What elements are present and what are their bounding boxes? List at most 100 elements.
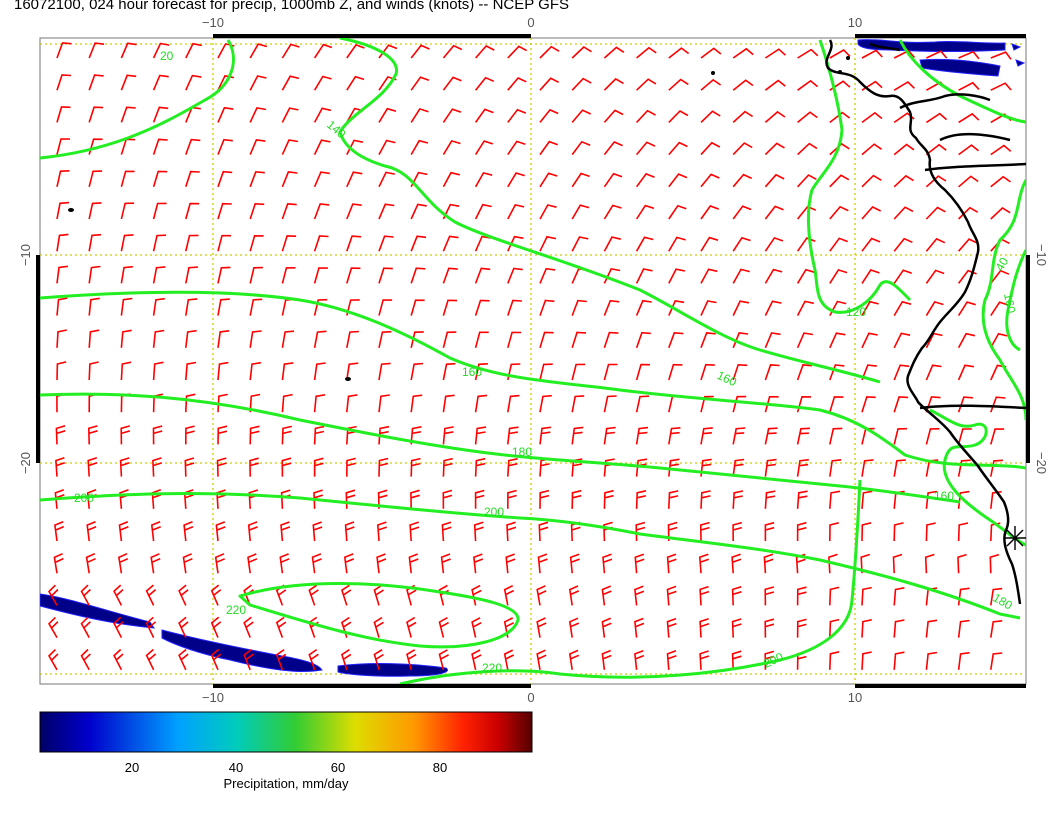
contour-label: 120 (846, 305, 866, 319)
wind-barb (313, 425, 325, 445)
wind-barb (924, 553, 935, 574)
wind-barb (475, 45, 495, 59)
wind-barb (378, 299, 393, 316)
wind-barb (731, 586, 742, 606)
wind-barb (474, 267, 491, 284)
wind-barb (603, 109, 624, 123)
wind-barb (539, 235, 557, 252)
wind-barb (88, 297, 100, 316)
wind-barb (346, 75, 365, 91)
wind-barb (990, 301, 1009, 317)
wind-barb (178, 584, 189, 606)
wind-barb (893, 587, 905, 606)
wind-barb (275, 616, 287, 638)
wind-barb (56, 170, 70, 187)
wind-barb (119, 489, 130, 509)
wind-barb (668, 236, 686, 252)
wind-barb (958, 50, 980, 60)
wind-barb (732, 205, 752, 220)
wind-barb (410, 267, 426, 284)
right-tick-label: −10 (1034, 244, 1049, 266)
wind-barb (87, 425, 98, 445)
wind-barb (214, 553, 226, 574)
wind-barb (926, 50, 948, 59)
wind-barb (731, 553, 742, 574)
contour-label: 200 (484, 505, 504, 519)
wind-barb (635, 236, 654, 252)
contour-label: 220 (482, 661, 502, 675)
wind-barb (88, 233, 102, 252)
wind-barb (55, 456, 66, 477)
wind-barb (666, 585, 677, 606)
wind-barb (281, 43, 300, 59)
wind-barb (507, 267, 523, 284)
wind-barb (764, 110, 786, 124)
wind-barb (603, 236, 621, 252)
wind-barb (603, 363, 618, 381)
wind-barb (183, 521, 194, 542)
wind-barb (249, 202, 265, 220)
wind-barb (249, 266, 263, 284)
wind-barb (507, 77, 527, 91)
wind-barb (668, 110, 689, 123)
precip-area (337, 663, 448, 677)
wind-barb (957, 332, 976, 349)
wind-barb (152, 74, 169, 91)
wind-barb (539, 489, 550, 509)
wind-barb (700, 268, 718, 284)
wind-barb (732, 142, 753, 156)
wind-barb (667, 521, 678, 542)
wind-barb (635, 172, 655, 188)
wind-barb (507, 172, 525, 188)
wind-barb (700, 332, 716, 349)
wind-barb (764, 205, 784, 220)
colorbar-tick-label: 40 (229, 760, 243, 775)
wind-barb (539, 140, 558, 156)
wind-barb (281, 75, 300, 91)
wind-barb (861, 490, 873, 509)
wind-barb (797, 79, 819, 91)
wind-barb (829, 459, 842, 477)
wind-barb (56, 74, 72, 91)
wind-barb (152, 297, 165, 316)
wind-barb (538, 521, 549, 542)
wind-barb (957, 459, 971, 477)
wind-barb (88, 202, 102, 220)
wind-barb (668, 78, 689, 91)
wind-barb (925, 651, 938, 670)
wind-barb (185, 234, 199, 252)
wind-barb (182, 553, 193, 574)
wind-barb (152, 170, 168, 188)
wind-barb (152, 425, 163, 445)
wind-barb (56, 106, 71, 123)
wind-barb (440, 553, 451, 574)
wind-barb (281, 171, 298, 188)
wind-barb (893, 49, 916, 59)
wind-barb (990, 652, 1003, 670)
wind-barb (797, 111, 818, 124)
wind-barb (668, 173, 688, 188)
wind-barb (378, 330, 392, 348)
wind-barb (700, 300, 717, 316)
wind-barb (957, 490, 970, 509)
wind-barb (474, 331, 489, 349)
wind-barb (925, 396, 941, 413)
wind-barb (861, 300, 879, 316)
wind-barb (797, 174, 817, 188)
wind-barb (731, 618, 742, 638)
wind-barb (88, 329, 100, 348)
wind-barb (346, 330, 359, 348)
wind-barb (893, 237, 913, 252)
wind-barb (957, 619, 970, 638)
contour-line (40, 290, 1026, 470)
wind-barb (797, 142, 818, 156)
wind-barb (732, 521, 743, 542)
wind-barb (378, 394, 390, 413)
wind-barb (925, 237, 946, 252)
wind-barb (474, 203, 492, 220)
wind-barb (410, 107, 429, 123)
wind-barb (861, 396, 876, 413)
wind-barb (861, 143, 883, 156)
wind-barb (313, 43, 333, 59)
wind-barb (56, 233, 69, 252)
